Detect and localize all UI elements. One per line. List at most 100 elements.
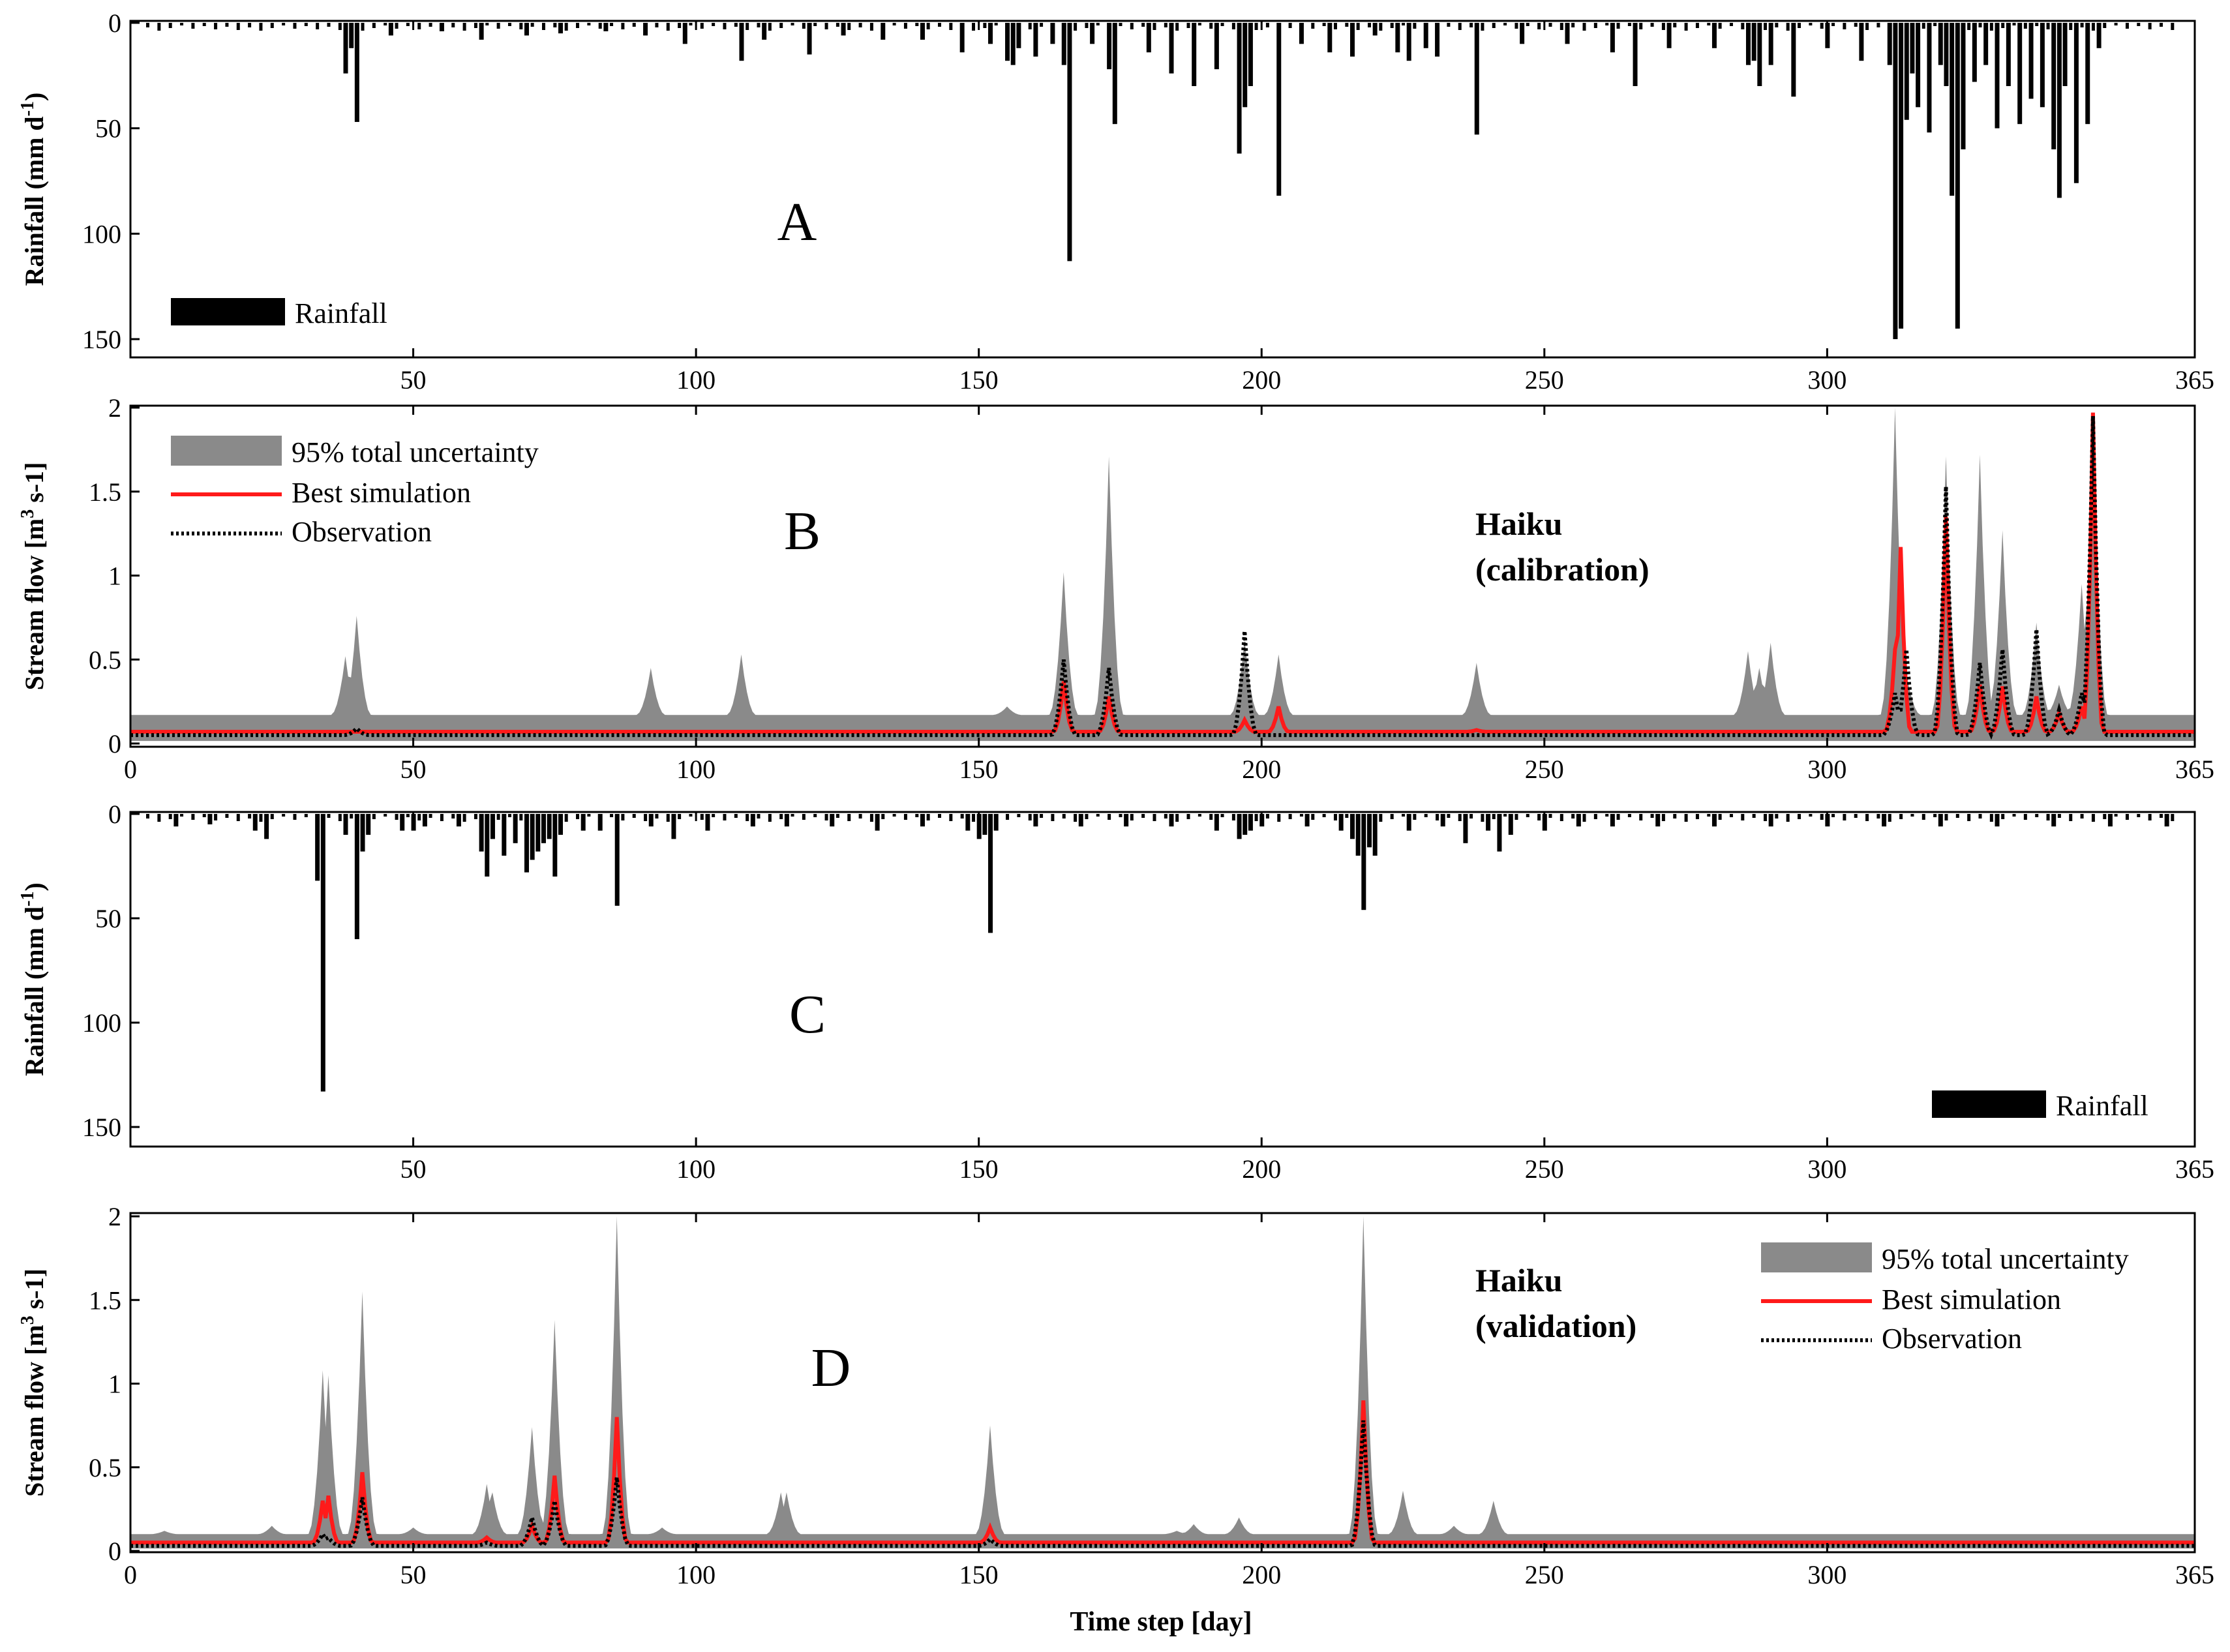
rain-bar-small: [712, 23, 716, 26]
rain-bar-small: [915, 23, 919, 26]
rain-bar-small: [1775, 23, 1779, 27]
rain-bar-small: [824, 23, 828, 29]
rain-bar-small: [270, 814, 274, 819]
rain-bar: [1192, 23, 1197, 86]
rain-bar-small: [1254, 23, 1258, 30]
rain-bar: [354, 814, 359, 939]
rain-bar-small: [1741, 23, 1745, 29]
rain-bar-small: [564, 23, 568, 31]
rain-bar: [1361, 814, 1366, 910]
rain-bar: [920, 814, 925, 827]
rain-bar: [1124, 814, 1129, 827]
rain-bar-small: [1074, 23, 1077, 31]
rain-bar-small: [395, 814, 399, 820]
rain-bar: [2017, 23, 2023, 125]
rain-bar: [1327, 23, 1333, 53]
rain-bar-small: [406, 23, 410, 26]
rain-bar-small: [1741, 814, 1745, 820]
rain-bar-small: [1220, 23, 1224, 26]
rain-bar: [614, 814, 620, 906]
rain-bar-small: [1390, 814, 1394, 819]
rain-bar-small: [1096, 23, 1100, 25]
rain-bar-small: [949, 814, 953, 821]
rain-bar-small: [2159, 814, 2163, 818]
rain-bar: [2028, 23, 2034, 99]
y-tick-label: 0: [108, 729, 121, 758]
rain-bar: [1666, 23, 1672, 48]
rain-bar: [841, 23, 846, 36]
rain-bar-small: [1299, 814, 1303, 817]
rain-bar-small: [462, 23, 466, 31]
rain-bar-small: [1582, 23, 1586, 31]
rain-bar-small: [429, 23, 432, 27]
x-tick-label: 300: [1807, 755, 1846, 784]
rain-bar-small: [1277, 23, 1281, 31]
rain-bar: [558, 23, 564, 34]
rain-bar: [547, 814, 552, 839]
rain-bar-small: [1288, 23, 1292, 28]
rain-bar-small: [1639, 814, 1643, 820]
rain-bar: [513, 814, 518, 843]
rain-bar-small: [1006, 23, 1010, 29]
rain-bar-small: [259, 814, 263, 822]
rain-bar-small: [1729, 23, 1733, 26]
rain-bar: [315, 814, 320, 881]
rain-bar-small: [180, 23, 184, 25]
rain-bar: [988, 814, 993, 933]
x-tick-label: 150: [959, 1560, 999, 1589]
x-tick-label: 50: [400, 365, 427, 395]
rain-bar-small: [519, 814, 523, 820]
rain-bar-small: [1593, 814, 1597, 819]
x-tick-label: 100: [676, 1560, 716, 1589]
rain-bar-small: [451, 23, 455, 27]
rain-bar-small: [1763, 814, 1767, 821]
rain-bar-small: [417, 23, 421, 29]
y-tick-label: 0: [108, 800, 121, 829]
rain-bar-small: [1865, 23, 1869, 30]
rain-bar: [1440, 814, 1445, 827]
rain-bar: [1067, 23, 1072, 262]
rain-bar-small: [1402, 814, 1406, 817]
rain-bar: [993, 814, 999, 831]
rain-bar-small: [1345, 814, 1349, 818]
rain-bar-small: [225, 23, 229, 27]
rain-bar-small: [1571, 23, 1575, 27]
rain-bar: [1955, 23, 1960, 329]
rain-bar-small: [1051, 23, 1055, 30]
rain-bar: [2057, 23, 2062, 198]
rain-bar-small: [462, 814, 466, 822]
rain-bar-small: [440, 814, 444, 821]
panel-b-streamflow-calibration: 0 0.5 1 1.5 2 0 50 100 150 200 250 300 365 Stream flo…: [18, 393, 2215, 784]
x-tick-label: 150: [959, 365, 999, 395]
y-tick-label: 1.5: [89, 1285, 121, 1315]
rain-bar-small: [1368, 23, 1371, 27]
rain-bar-small: [1910, 814, 1914, 817]
rain-bar-small: [1888, 814, 1891, 822]
rain-bar-small: [1379, 814, 1383, 822]
rain-bar-small: [214, 814, 218, 820]
panel-letter: A: [777, 192, 817, 252]
rain-bar-small: [1605, 23, 1609, 25]
rain-bar-small: [802, 814, 806, 820]
legend-swatch-rainfall: [171, 298, 285, 325]
rain-bar-small: [791, 814, 794, 817]
rain-bar-small: [248, 23, 252, 27]
rain-bar-small: [2001, 23, 2005, 28]
rain-bar-small: [2159, 23, 2163, 27]
rain-bar-small: [791, 23, 794, 25]
rain-bar-small: [1559, 23, 1563, 30]
rain-bar-small: [746, 23, 749, 30]
y-tick-label: 0: [108, 1537, 121, 1566]
panel-d-streamflow-validation: 0 0.5 1 1.5 2 0 50 100 150 200 250 300 365 Stream flo…: [18, 1202, 2215, 1589]
rain-bar-small: [1198, 23, 1201, 25]
rain-bar-small: [757, 814, 761, 818]
rain-bar: [264, 814, 269, 839]
rain-bar-small: [553, 23, 557, 27]
rain-bar-small: [972, 23, 976, 31]
x-tick-label: 50: [400, 755, 427, 784]
rain-bar-small: [1265, 23, 1269, 27]
rain-bar-small: [1119, 23, 1123, 26]
rain-bar-small: [282, 23, 286, 25]
rain-bar: [349, 23, 354, 48]
best-simulation-line: [130, 1400, 2195, 1545]
